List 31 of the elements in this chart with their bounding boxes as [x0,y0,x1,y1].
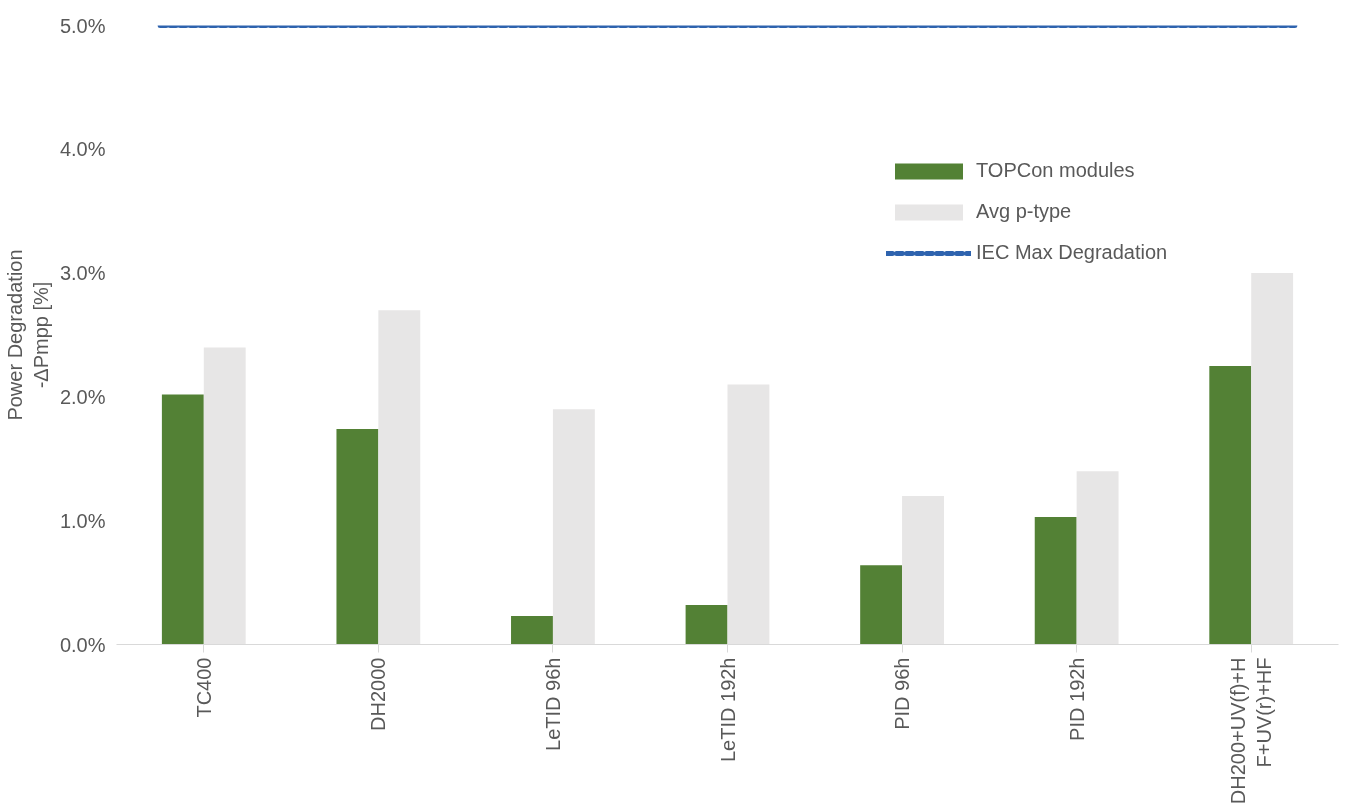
y-tick-label: 2.0% [59,385,106,408]
bar [378,310,421,645]
legend-label: Avg p-type [976,200,1072,223]
y-tick-label: 5.0% [59,14,106,37]
x-tick-label: DH2000 [367,657,390,731]
y-tick-label: 1.0% [59,509,106,532]
bar [727,384,770,645]
bar [336,429,379,645]
legend-label: TOPCon modules [976,159,1135,182]
x-tick-label: DH200+UV(f)+HF+UV(r)+HF [1227,657,1276,805]
x-tick-label: PID 192h [1065,657,1088,741]
bar [1251,273,1294,645]
bar [685,604,728,645]
x-tick-label: LeTID 192h [716,657,739,763]
bar [161,394,204,645]
x-tick-label: TC400 [192,657,215,718]
bar [511,616,553,645]
x-tick-label: PID 96h [891,657,914,730]
bar [552,409,595,645]
bar [860,565,903,645]
y-tick-label: 3.0% [59,262,106,285]
y-tick-label: 4.0% [59,138,106,161]
x-tick-label: LeTID 96h [541,657,564,751]
bar [1034,516,1077,645]
y-tick-label: 0.0% [59,633,106,656]
y-axis-title: Power Degradation -ΔPmpp [%] [3,249,52,421]
bar [203,347,246,645]
bar [902,495,944,645]
legend-label: IEC Max Degradation [976,241,1168,264]
bar [1209,365,1252,645]
bar [1076,471,1119,645]
